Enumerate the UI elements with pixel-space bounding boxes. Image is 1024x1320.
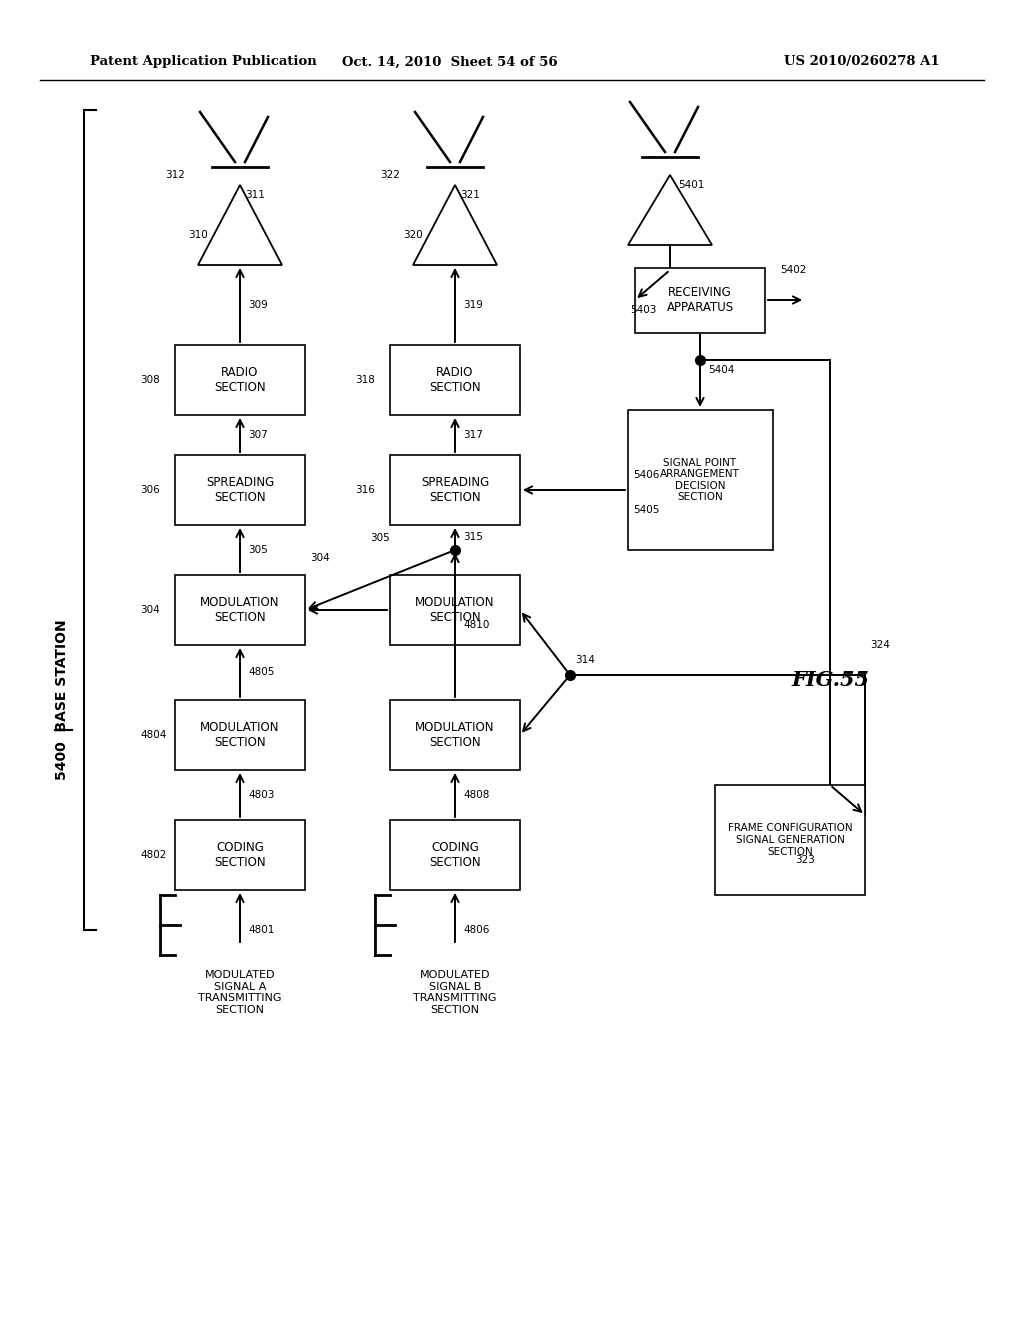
Text: RECEIVING
APPARATUS: RECEIVING APPARATUS bbox=[667, 286, 733, 314]
Text: 316: 316 bbox=[355, 484, 375, 495]
Text: SPREADING
SECTION: SPREADING SECTION bbox=[421, 477, 489, 504]
Text: 305: 305 bbox=[370, 533, 390, 543]
Text: MODULATED
SIGNAL B
TRANSMITTING
SECTION: MODULATED SIGNAL B TRANSMITTING SECTION bbox=[414, 970, 497, 1015]
Text: 305: 305 bbox=[248, 545, 267, 554]
Text: 307: 307 bbox=[248, 430, 267, 440]
Text: 4802: 4802 bbox=[140, 850, 166, 861]
Text: 314: 314 bbox=[575, 655, 595, 665]
Text: US 2010/0260278 A1: US 2010/0260278 A1 bbox=[784, 55, 940, 69]
Text: 304: 304 bbox=[310, 553, 330, 564]
Text: 5402: 5402 bbox=[780, 265, 806, 275]
Text: 4808: 4808 bbox=[463, 789, 489, 800]
Bar bbox=[175, 576, 305, 645]
Text: 5400  BASE STATION: 5400 BASE STATION bbox=[55, 619, 69, 780]
Text: 321: 321 bbox=[460, 190, 480, 201]
Bar bbox=[390, 820, 520, 890]
Bar bbox=[628, 411, 772, 550]
Text: 309: 309 bbox=[248, 300, 267, 310]
Text: 4801: 4801 bbox=[248, 925, 274, 935]
Text: 4806: 4806 bbox=[463, 925, 489, 935]
Text: MODULATION
SECTION: MODULATION SECTION bbox=[416, 721, 495, 748]
Text: RADIO
SECTION: RADIO SECTION bbox=[429, 366, 481, 393]
Text: 312: 312 bbox=[165, 170, 185, 180]
Text: 322: 322 bbox=[380, 170, 400, 180]
Bar bbox=[175, 820, 305, 890]
Text: 311: 311 bbox=[245, 190, 265, 201]
Text: 4803: 4803 bbox=[248, 789, 274, 800]
Text: FRAME CONFIGURATION
SIGNAL GENERATION
SECTION: FRAME CONFIGURATION SIGNAL GENERATION SE… bbox=[728, 824, 852, 857]
Text: 306: 306 bbox=[140, 484, 160, 495]
Text: 4810: 4810 bbox=[463, 620, 489, 630]
Text: 5405: 5405 bbox=[633, 506, 659, 515]
Text: SIGNAL POINT
ARRANGEMENT
DECISION
SECTION: SIGNAL POINT ARRANGEMENT DECISION SECTIO… bbox=[660, 458, 740, 503]
Text: 318: 318 bbox=[355, 375, 375, 385]
Bar bbox=[390, 576, 520, 645]
Text: 317: 317 bbox=[463, 430, 483, 440]
Text: 4805: 4805 bbox=[248, 667, 274, 677]
Text: MODULATION
SECTION: MODULATION SECTION bbox=[201, 721, 280, 748]
Text: 324: 324 bbox=[870, 640, 890, 649]
Text: 315: 315 bbox=[463, 532, 483, 543]
Text: 320: 320 bbox=[403, 230, 423, 240]
Text: 323: 323 bbox=[795, 855, 815, 865]
Bar bbox=[175, 700, 305, 770]
Text: 5404: 5404 bbox=[708, 366, 734, 375]
Bar bbox=[390, 455, 520, 525]
Text: 304: 304 bbox=[140, 605, 160, 615]
Text: FIG.55: FIG.55 bbox=[791, 671, 869, 690]
Text: 5403: 5403 bbox=[630, 305, 656, 315]
Text: 310: 310 bbox=[188, 230, 208, 240]
Text: MODULATED
SIGNAL A
TRANSMITTING
SECTION: MODULATED SIGNAL A TRANSMITTING SECTION bbox=[199, 970, 282, 1015]
Text: CODING
SECTION: CODING SECTION bbox=[214, 841, 266, 869]
Text: Oct. 14, 2010  Sheet 54 of 56: Oct. 14, 2010 Sheet 54 of 56 bbox=[342, 55, 558, 69]
Text: RADIO
SECTION: RADIO SECTION bbox=[214, 366, 266, 393]
Bar bbox=[175, 455, 305, 525]
Text: 308: 308 bbox=[140, 375, 160, 385]
Text: 5406: 5406 bbox=[633, 470, 659, 480]
Bar bbox=[175, 345, 305, 414]
Text: MODULATION
SECTION: MODULATION SECTION bbox=[201, 597, 280, 624]
Text: 5401: 5401 bbox=[678, 180, 705, 190]
Text: Patent Application Publication: Patent Application Publication bbox=[90, 55, 316, 69]
Text: SPREADING
SECTION: SPREADING SECTION bbox=[206, 477, 274, 504]
Bar bbox=[390, 700, 520, 770]
Bar bbox=[715, 785, 865, 895]
Text: 4804: 4804 bbox=[140, 730, 166, 741]
Text: MODULATION
SECTION: MODULATION SECTION bbox=[416, 597, 495, 624]
Text: CODING
SECTION: CODING SECTION bbox=[429, 841, 481, 869]
Bar bbox=[635, 268, 765, 333]
Text: 319: 319 bbox=[463, 300, 483, 310]
Bar bbox=[390, 345, 520, 414]
